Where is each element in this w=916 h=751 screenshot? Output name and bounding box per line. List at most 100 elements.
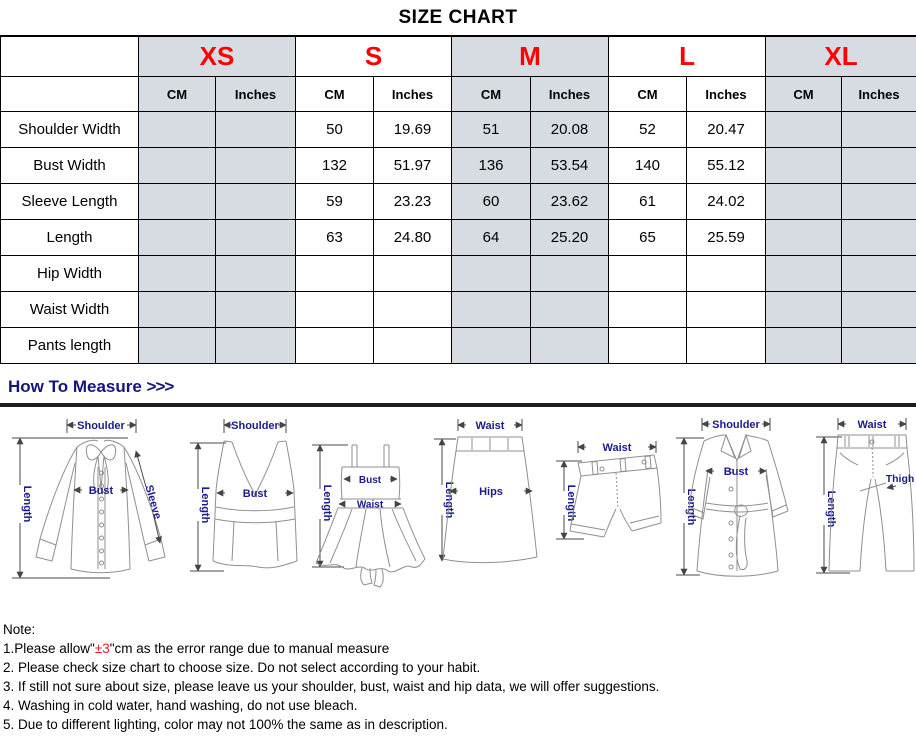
measure-label: Bust [724,466,749,478]
unit-header-cm: CM [295,76,374,112]
size-cell [841,255,916,292]
measure-label: Bust [359,475,382,486]
figure-shorts: Waist Length [556,441,662,540]
row-label: Waist Width [0,291,139,328]
measure-label: Length [21,486,33,523]
row-label: Pants length [0,327,139,364]
size-cell [215,111,296,148]
table-row: Hip Width [0,255,916,292]
size-cell: 51 [451,111,531,148]
size-cell: 52 [608,111,688,148]
unit-header-cm: CM [138,76,216,112]
chevron-right-icon: >>> [146,377,175,396]
size-cell [608,327,688,364]
table-row: Sleeve Length 59 23.23 60 23.62 61 24.02 [0,183,916,220]
measure-label: Length [565,485,577,522]
size-cell: 24.02 [686,183,767,220]
measure-diagram: Shoulder Length Bust Sleeve Shoulder Len… [12,418,915,588]
size-cell [841,291,916,328]
size-cell: 20.08 [529,111,610,148]
size-cell [529,291,610,328]
figure-dress: Length Bust Waist [312,444,426,588]
size-cell [215,183,296,220]
measure-label: Sleeve [142,484,163,521]
row-label: Bust Width [0,147,139,184]
size-cell [841,327,916,364]
measure-label: Bust [89,485,114,497]
measure-label: Length [443,482,455,519]
size-cell [686,327,767,364]
size-cell [373,327,452,364]
size-cell: 51.97 [373,147,452,184]
table-row: Waist Width [0,291,916,328]
size-cell [608,255,688,292]
size-cell: 60 [451,183,531,220]
measure-label: Length [199,487,211,524]
size-cell [529,327,610,364]
size-cell: 24.80 [373,219,452,256]
size-header-s: S [295,35,452,77]
measure-label: Waist [357,500,384,511]
size-cell: 50 [295,111,374,148]
table-row: Bust Width 132 51.97 136 53.54 140 55.12 [0,147,916,184]
size-cell: 140 [608,147,688,184]
size-cell [215,255,296,292]
size-cell [295,327,374,364]
size-cell [138,111,216,148]
measure-label: Shoulder [712,419,760,431]
size-cell [841,147,916,184]
corner-cell [0,35,139,77]
size-header-m: M [450,35,610,77]
unit-header-inches: Inches [529,76,610,112]
size-cell: 59 [295,183,374,220]
note-text: 1.Please allow" [3,641,95,656]
measure-diagram-section: Shoulder Length Bust Sleeve Shoulder Len… [0,411,916,616]
page-title: SIZE CHART [398,7,518,28]
figure-blouse: Shoulder Length Bust Sleeve [12,419,166,579]
size-cell: 136 [451,147,531,184]
measure-label: Shoulder [77,420,125,432]
note-line-3: 3. If still not sure about size, please … [3,679,660,694]
measure-label: Length [825,491,837,528]
size-cell [138,327,216,364]
size-cell [451,291,531,328]
size-cell [765,147,843,184]
size-cell [841,111,916,148]
size-cell [765,291,843,328]
note-line-1: 1.Please allow"±3"cm as the error range … [3,639,916,658]
row-label: Sleeve Length [0,183,139,220]
size-table: XS S M L XL CM Inches CM Inches CM Inche… [0,35,916,364]
size-cell [765,255,843,292]
size-cell: 19.69 [373,111,452,148]
size-cell [295,255,374,292]
note-text: "cm as the error range due to manual mea… [109,641,390,656]
size-cell [215,219,296,256]
size-cell: 23.62 [529,183,610,220]
size-cell [765,111,843,148]
how-to-measure-header: How To Measure >>> [0,364,916,400]
size-cell [841,183,916,220]
figure-tank-top: Shoulder Length Bust [190,419,298,572]
figure-pants: Waist Length Thigh [816,418,915,574]
unit-header-cm: CM [608,76,688,112]
figure-coat: Shoulder Length Bust [676,418,789,577]
size-cell: 55.12 [686,147,767,184]
how-to-measure-title: How To Measure [8,377,147,396]
row-label: Shoulder Width [0,111,139,148]
size-cell [451,327,531,364]
size-cell [138,147,216,184]
figure-skirt: Waist Length Hips [434,419,538,564]
note-tolerance-value: ±3 [94,641,110,656]
size-cell [841,219,916,256]
size-cell [765,183,843,220]
size-header-l: L [608,35,767,77]
table-row: Length 63 24.80 64 25.20 65 25.59 [0,219,916,256]
size-cell: 25.59 [686,219,767,256]
measure-label: Thigh [886,473,915,485]
measure-label: Waist [858,419,887,431]
unit-header-cm: CM [451,76,531,112]
size-cell: 53.54 [529,147,610,184]
measure-label: Waist [476,420,505,432]
measure-label: Bust [243,488,268,500]
measure-label: Shoulder [231,420,279,432]
